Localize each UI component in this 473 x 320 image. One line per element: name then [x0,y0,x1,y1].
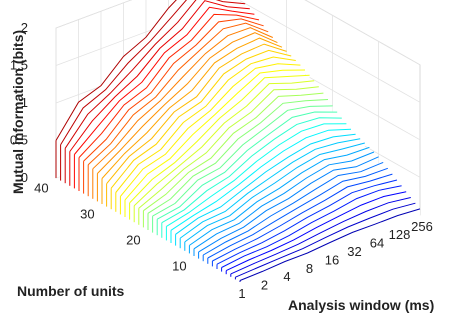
z-tick-label: 1.5 [10,58,28,73]
y-tick-label: 40 [34,181,48,196]
z-tick-label: 1 [21,95,28,110]
y-tick-label: 10 [172,259,186,274]
series-line [189,146,370,246]
z-tick-label: 2 [21,20,28,35]
z-tick-label: 0.5 [10,133,28,148]
series-line [202,161,384,256]
series-line [115,56,296,193]
x-tick-label: 32 [347,244,361,259]
series-line [133,80,315,207]
series-line [138,86,319,209]
z-tick-label: 0 [21,170,28,185]
series-line [161,117,342,224]
series-line [156,111,338,220]
series-fill [226,191,407,275]
data-series [55,0,421,282]
series-line [87,22,269,166]
grid-z-line [55,0,421,66]
series-line [55,0,177,141]
x-tick-label: 1 [238,286,245,301]
series-line [147,99,329,214]
x-tick-label: 128 [389,227,411,242]
x-tick-label: 64 [370,236,384,251]
series-fill [240,208,420,282]
series-line [83,18,264,162]
series-line [193,151,375,250]
grid-z-line [55,0,421,103]
series-line [179,138,361,239]
series-line [69,0,250,152]
series-line [106,43,287,185]
series-line [184,142,365,243]
series-line [198,156,379,253]
x-axis-label: Analysis window (ms) [288,297,434,313]
series-line [239,208,421,281]
series-line [92,27,273,170]
series-line [124,69,306,201]
series-line [143,92,324,212]
series-fill [235,203,416,280]
series-line [78,13,260,158]
series-fill [230,197,411,277]
x-tick-label: 256 [411,219,433,234]
series-line [216,179,398,265]
series-line [97,32,278,174]
x-tick-label: 16 [325,252,339,267]
series-line [64,0,246,149]
x-tick-label: 2 [261,278,268,293]
y-tick-label: 20 [126,233,140,248]
series-line [74,6,255,155]
series-line [60,0,188,145]
series-line [101,37,283,179]
series-line [170,128,352,231]
series-line [152,105,333,217]
series-line [225,191,407,272]
series-line [207,167,388,259]
x-tick-label: 4 [283,269,290,284]
series-line [166,123,347,227]
series-line [175,133,356,235]
series-line [120,63,301,197]
series-line [235,202,416,278]
z-axis-label: Mutual information (bits) [10,30,26,194]
series-line [110,49,292,189]
x-tick-label: 8 [306,261,313,276]
series-line [212,173,393,262]
series-line [230,197,411,275]
series-line [221,185,402,268]
series-line [129,74,310,204]
y-axis-label: Number of units [17,283,125,299]
y-tick-label: 30 [80,207,94,222]
